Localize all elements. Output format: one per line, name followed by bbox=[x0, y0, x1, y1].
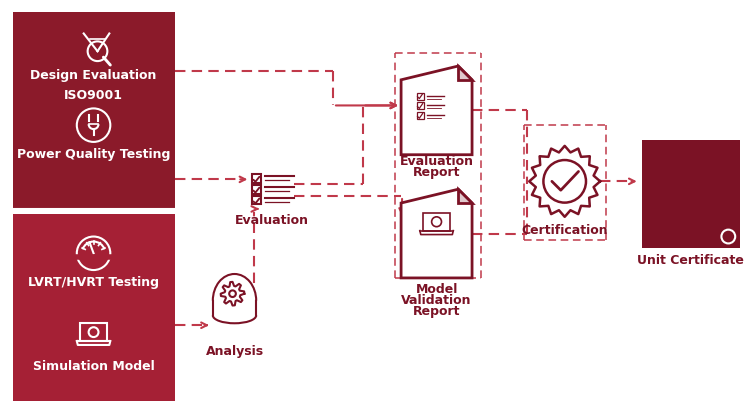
Bar bbox=[417, 92, 424, 99]
Text: Report: Report bbox=[413, 305, 460, 318]
Polygon shape bbox=[458, 66, 472, 80]
Bar bbox=[253, 185, 261, 193]
Bar bbox=[13, 214, 175, 401]
Bar bbox=[417, 103, 424, 109]
Text: Analysis: Analysis bbox=[206, 345, 264, 358]
Bar bbox=[253, 196, 261, 204]
Text: Certification: Certification bbox=[522, 224, 608, 237]
Text: Report: Report bbox=[413, 166, 460, 179]
Bar bbox=[642, 140, 740, 248]
Text: Power Quality Testing: Power Quality Testing bbox=[17, 148, 170, 161]
Text: Validation: Validation bbox=[401, 294, 472, 307]
Text: LVRT/HVRT Testing: LVRT/HVRT Testing bbox=[28, 276, 159, 289]
Bar bbox=[423, 213, 451, 231]
Text: ISO9001: ISO9001 bbox=[64, 89, 123, 102]
Bar bbox=[13, 12, 175, 209]
Polygon shape bbox=[458, 189, 472, 203]
Polygon shape bbox=[401, 66, 472, 155]
Polygon shape bbox=[401, 189, 472, 278]
Text: Model: Model bbox=[415, 283, 457, 296]
Bar bbox=[253, 174, 261, 183]
Text: Unit Certificate: Unit Certificate bbox=[637, 254, 745, 267]
Text: Evaluation: Evaluation bbox=[235, 214, 309, 227]
Text: Evaluation: Evaluation bbox=[400, 155, 473, 168]
Text: Simulation Model: Simulation Model bbox=[33, 360, 154, 373]
Bar bbox=[80, 323, 107, 341]
Bar bbox=[417, 112, 424, 119]
Text: Design Evaluation: Design Evaluation bbox=[30, 70, 156, 82]
